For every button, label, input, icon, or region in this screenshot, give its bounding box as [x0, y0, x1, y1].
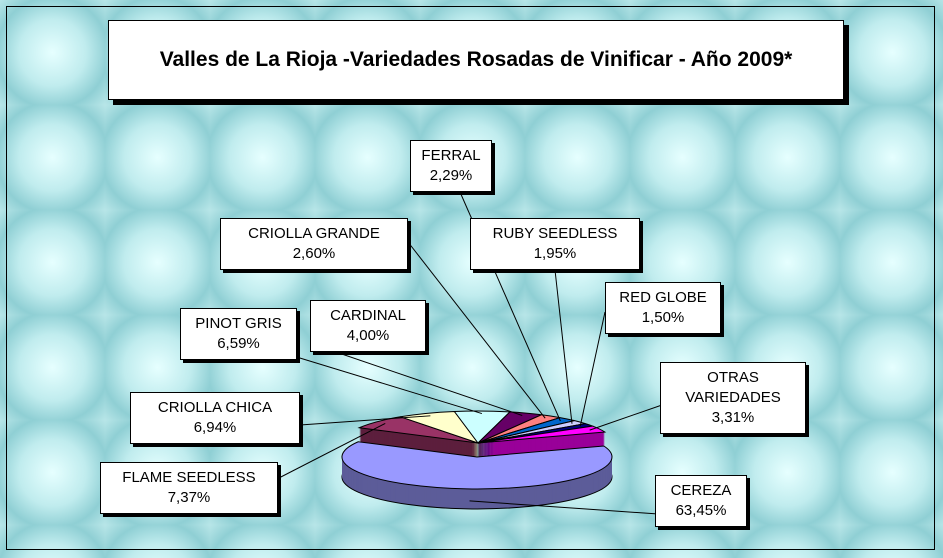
chart-title: Valles de La Rioja -Variedades Rosadas d… — [108, 20, 844, 100]
leader-line — [589, 404, 663, 431]
category-label: RUBY SEEDLESS — [492, 225, 618, 242]
slice — [341, 441, 613, 490]
value-label: 2,60% — [292, 245, 336, 262]
value-label: 7,37% — [167, 489, 211, 506]
value-label: 1,50% — [641, 309, 685, 326]
category-label: OTRAS VARIEDADES — [685, 369, 781, 406]
value-label: 63,45% — [675, 502, 727, 519]
value-label: 1,95% — [533, 245, 577, 262]
leader-line — [407, 241, 546, 419]
value-label: 6,59% — [217, 335, 260, 352]
category-label: FERRAL — [421, 147, 481, 164]
category-label: CEREZA — [670, 482, 732, 499]
leader-line — [274, 422, 386, 481]
value-label: 3,31% — [711, 409, 755, 426]
category-label: PINOT GRIS — [195, 315, 282, 332]
data-label: FERRAL 2,29% — [410, 140, 492, 192]
slice — [477, 425, 607, 444]
category-label: CRIOLLA CHICA — [157, 399, 273, 416]
leader-line — [329, 349, 523, 416]
category-label: RED GLOBE — [619, 289, 707, 306]
value-label: 4,00% — [346, 327, 390, 344]
data-label: PINOT GRIS 6,59% — [180, 308, 297, 360]
data-label: RED GLOBE 1,50% — [605, 282, 721, 334]
leader-line — [289, 354, 483, 415]
leader-line — [554, 269, 573, 424]
data-label: CARDINAL 4,00% — [310, 300, 426, 352]
data-label: CEREZA 63,45% — [655, 475, 747, 527]
data-label: CRIOLLA GRANDE 2,60% — [220, 218, 408, 270]
leader-line — [579, 311, 606, 427]
data-label: CRIOLLA CHICA 6,94% — [130, 392, 300, 444]
category-label: FLAME SEEDLESS — [122, 469, 256, 486]
data-label: OTRAS VARIEDADES 3,31% — [660, 362, 806, 434]
leader-line — [299, 415, 431, 426]
data-label: FLAME SEEDLESS 7,37% — [100, 462, 278, 514]
data-label: RUBY SEEDLESS 1,95% — [470, 218, 640, 270]
category-label: CRIOLLA GRANDE — [248, 225, 380, 242]
value-label: 2,29% — [429, 167, 473, 184]
value-label: 6,94% — [193, 419, 237, 436]
category-label: CARDINAL — [330, 307, 406, 324]
frame — [6, 6, 935, 550]
